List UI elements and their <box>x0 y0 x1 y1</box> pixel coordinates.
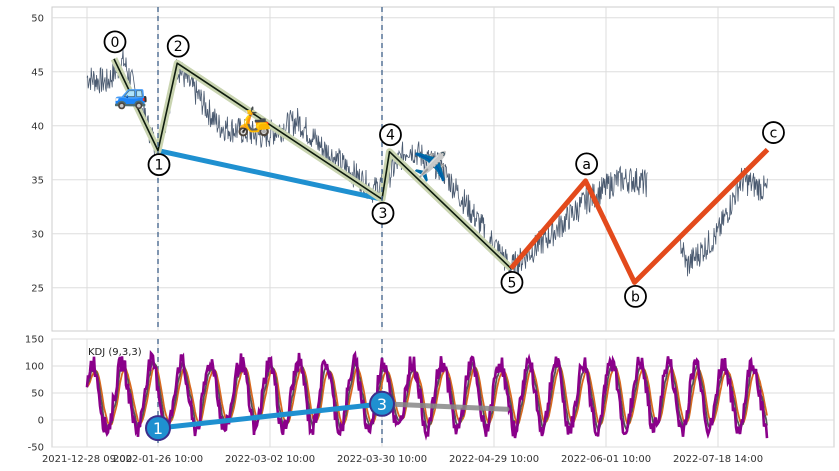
wave-label-circle <box>166 34 190 58</box>
wave-label: 2 <box>174 39 183 55</box>
wave-label: a <box>582 157 591 173</box>
wave-label: 1 <box>155 158 164 174</box>
airplane-icon: ✈️ <box>413 149 448 183</box>
kdj-y-tick-label: -50 <box>28 443 44 454</box>
price-y-tick-label: 25 <box>31 283 44 294</box>
kdj-wave-circle <box>369 390 395 417</box>
price-y-tick-label: 30 <box>31 229 44 240</box>
wave-label-circle <box>575 152 599 176</box>
wave-label-circle <box>103 30 127 54</box>
x-tick-label: 2022-04-29 10:00 <box>449 454 539 465</box>
kdj-y-tick-label: 150 <box>25 335 44 346</box>
kdj-trend-line <box>155 401 385 431</box>
wave-trend-line <box>155 148 385 202</box>
impulse-wave-line <box>113 58 512 269</box>
wave-label: b <box>631 289 640 305</box>
wave-label-circle <box>500 270 524 294</box>
scooter-icon: 🛵 <box>237 104 272 137</box>
x-tick-label: 2022-03-02 10:00 <box>225 454 315 465</box>
kdj-j-line <box>85 350 769 441</box>
price-y-tick-label: 35 <box>31 175 44 186</box>
wave-label-circle <box>624 284 647 308</box>
wave-label-circle <box>371 201 395 225</box>
x-tick-label: 2022-06-01 10:00 <box>561 454 651 465</box>
price-y-tick-label: 50 <box>31 13 44 24</box>
car-icon: 🚙 <box>114 77 149 110</box>
wave-label: 3 <box>379 206 388 222</box>
price-y-tick-label: 45 <box>31 67 44 78</box>
wave-label: 5 <box>508 275 517 291</box>
wave-label-circle <box>762 121 785 144</box>
x-tick-label: 2022-01-26 10:00 <box>113 454 203 465</box>
kdj-title: KDJ (9,3,3) <box>88 347 142 358</box>
wave-label: 4 <box>386 128 395 144</box>
kdj-y-tick-label: 50 <box>31 389 44 400</box>
x-tick-label: 2021-12-28 09:00 <box>42 454 132 465</box>
price-y-tick-label: 40 <box>31 121 44 132</box>
wave-label-circle <box>147 153 171 177</box>
kdj-wave-circle <box>145 415 171 442</box>
x-tick-label: 2022-07-18 14:00 <box>673 454 763 465</box>
wave-label: c <box>770 126 778 142</box>
kdj-trend-extension <box>379 401 510 412</box>
kdj-wave-label: 1 <box>153 419 163 438</box>
corrective-wave-line <box>509 147 770 285</box>
wave-label: 0 <box>111 35 120 51</box>
x-tick-label: 2022-03-30 10:00 <box>337 454 427 465</box>
wave-label-circle <box>379 123 402 147</box>
kdj-y-tick-label: 0 <box>38 416 44 427</box>
kdj-wave-label: 3 <box>377 395 387 414</box>
kdj-y-tick-label: 100 <box>25 362 44 373</box>
